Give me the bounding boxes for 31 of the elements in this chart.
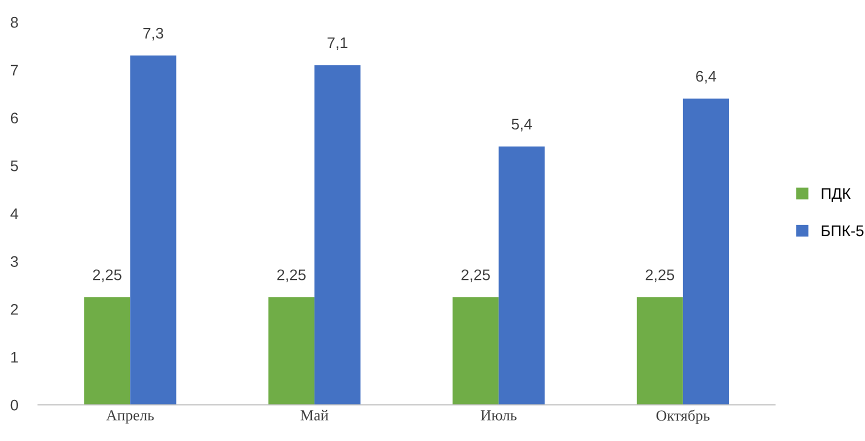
x-tick-label: Апрель xyxy=(106,410,154,424)
legend-label: ПДК xyxy=(822,188,851,202)
x-tick-label: Октябрь xyxy=(656,410,710,424)
y-tick-label: 5 xyxy=(10,160,18,172)
bar xyxy=(130,56,176,405)
bar xyxy=(682,98,729,405)
y-tick-label: 4 xyxy=(10,208,18,219)
bar xyxy=(268,297,314,405)
y-tick-label: 6 xyxy=(10,112,18,124)
y-tick-label: 3 xyxy=(10,256,18,267)
legend-label: БПК-5 xyxy=(822,226,864,236)
x-tick-label: Май xyxy=(300,410,328,420)
y-tick-label: 7 xyxy=(10,64,18,76)
data-label: 2,25 xyxy=(93,269,122,282)
y-tick-label: 0 xyxy=(10,400,18,411)
data-label: 7,3 xyxy=(143,28,164,40)
bar xyxy=(452,297,499,405)
y-tick-label: 1 xyxy=(11,352,18,363)
data-label: 5,4 xyxy=(512,118,532,132)
bar xyxy=(84,297,130,405)
y-tick-label: 8 xyxy=(10,16,18,28)
bar xyxy=(498,146,545,405)
data-label: 2,25 xyxy=(462,269,490,282)
data-label: 2,25 xyxy=(277,269,306,282)
data-label: 7,1 xyxy=(328,38,348,50)
data-label: 2,25 xyxy=(646,269,674,282)
data-label: 6,4 xyxy=(696,70,716,84)
y-tick-label: 2 xyxy=(10,304,18,315)
bar xyxy=(314,65,360,405)
bar xyxy=(636,297,683,405)
x-tick-label: Июль xyxy=(480,410,517,420)
